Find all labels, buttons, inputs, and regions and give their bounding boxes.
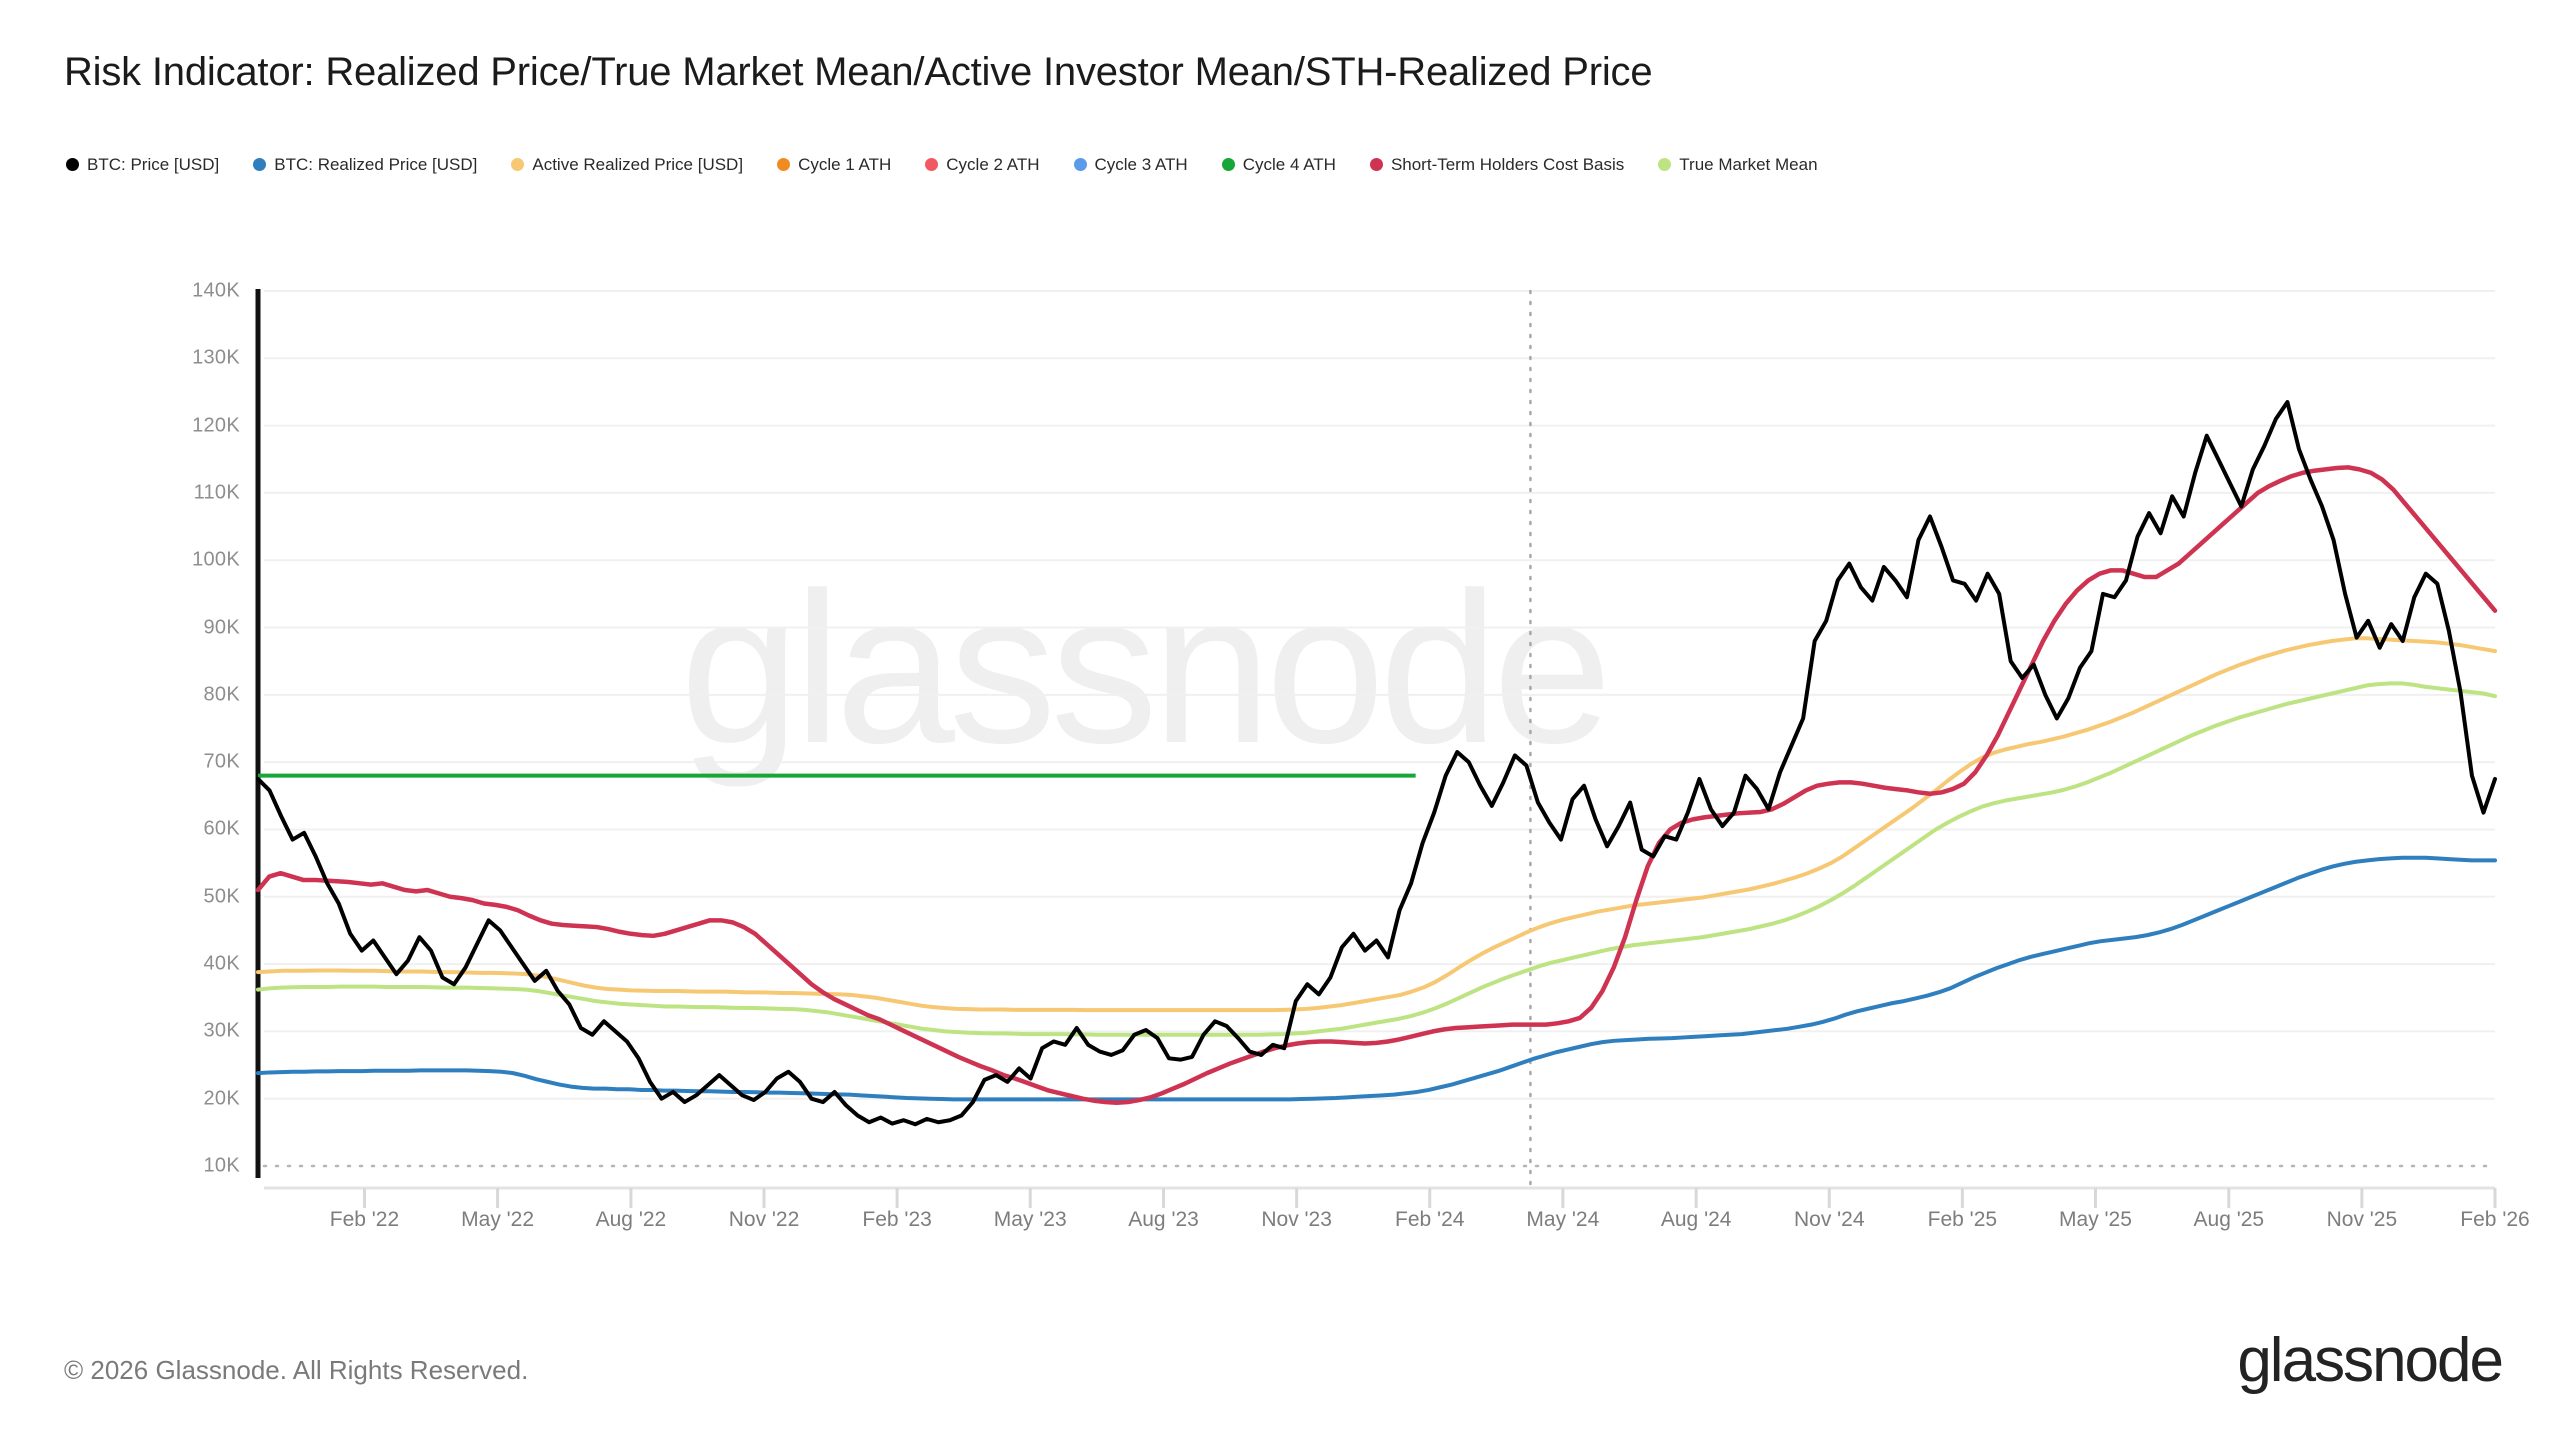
legend-item[interactable]: BTC: Realized Price [USD]: [253, 156, 477, 173]
legend-item-label: BTC: Realized Price [USD]: [274, 155, 478, 174]
y-axis-tick-label: 110K: [193, 481, 240, 504]
legend-item-label: Active Realized Price [USD]: [532, 155, 744, 174]
glassnode-logo: glassnode: [2237, 1326, 2504, 1395]
legend-swatch-icon: [66, 158, 79, 171]
x-axis-tick-label: Feb '22: [329, 1208, 400, 1231]
x-axis-tick-label: Nov '23: [1261, 1208, 1332, 1231]
y-axis-tick-label: 50K: [203, 885, 240, 908]
legend-item[interactable]: Cycle 1 ATH: [777, 156, 891, 173]
legend-item[interactable]: True Market Mean: [1658, 155, 1818, 174]
legend-swatch-icon: [925, 158, 939, 171]
y-axis-tick-label: 80K: [203, 683, 240, 706]
legend-item-label: Cycle 2 ATH: [946, 155, 1040, 174]
x-axis-tick-label: Aug '22: [595, 1208, 667, 1231]
legend-item-label: BTC: Price [USD]: [87, 155, 220, 174]
y-axis-tick-label: 90K: [203, 616, 240, 639]
y-axis-tick-label: 100K: [192, 548, 240, 571]
legend-item[interactable]: Cycle 4 ATH: [1221, 155, 1336, 174]
y-axis-tick-label: 40K: [203, 952, 240, 975]
legend-item-label: Cycle 4 ATH: [1242, 155, 1336, 174]
x-axis-tick-label: Feb '26: [2460, 1208, 2530, 1231]
legend-item[interactable]: Short-Term Holders Cost Basis: [1369, 155, 1625, 174]
legend-swatch-icon: [777, 158, 791, 171]
glassnode-watermark: glassnode: [680, 547, 1612, 788]
x-axis-tick-label: Aug '24: [1660, 1208, 1732, 1231]
y-axis-tick-label: 10K: [203, 1154, 240, 1177]
x-axis-tick-label: Feb '25: [1927, 1208, 1998, 1231]
y-axis-tick-label: 70K: [203, 750, 240, 773]
legend-item-label: Cycle 1 ATH: [798, 155, 892, 174]
legend-swatch-icon: [1369, 158, 1383, 171]
x-axis-tick-label: May '24: [1526, 1208, 1600, 1231]
x-axis-tick-label: Nov '22: [728, 1208, 800, 1231]
x-axis-tick-label: Feb '24: [1395, 1208, 1465, 1231]
footer-copyright: © 2026 Glassnode. All Rights Reserved.: [64, 1355, 529, 1385]
legend-item[interactable]: Cycle 2 ATH: [925, 155, 1040, 174]
y-axis-tick-label: 20K: [203, 1087, 240, 1110]
chart-legend: BTC: Price [USD] BTC: Realized Price [USD…: [66, 156, 1852, 173]
x-axis-tick-label: Aug '23: [1128, 1208, 1199, 1231]
page-title: Risk Indicator: Realized Price/True Mark…: [64, 50, 1653, 94]
legend-swatch-icon: [1658, 158, 1672, 171]
legend-item-label: Short-Term Holders Cost Basis: [1390, 155, 1625, 174]
x-axis-tick-label: May '25: [2059, 1208, 2132, 1231]
y-axis-tick-label: 120K: [192, 414, 240, 437]
legend-swatch-icon: [1221, 158, 1235, 171]
series-line-btc-realized-price-usd-: [256, 855, 2497, 1102]
legend-item-label: Cycle 3 ATH: [1094, 155, 1188, 174]
legend-item[interactable]: Active Realized Price [USD]: [511, 156, 743, 173]
x-axis-tick-label: May '23: [993, 1208, 1067, 1231]
x-axis-tick-label: Nov '24: [1793, 1208, 1865, 1231]
legend-swatch-icon: [511, 158, 525, 171]
x-axis-tick-label: May '22: [461, 1208, 535, 1231]
x-axis-tick-label: Aug '25: [2193, 1208, 2265, 1231]
x-axis-tick-label: Feb '23: [862, 1208, 932, 1231]
x-axis-tick-label: Nov '25: [2326, 1208, 2398, 1231]
legend-swatch-icon: [1073, 158, 1087, 171]
y-axis-tick-label: 130K: [192, 346, 240, 369]
legend-swatch-icon: [253, 158, 267, 171]
y-axis-tick-label: 60K: [203, 817, 240, 840]
y-axis-tick-label: 140K: [192, 279, 240, 302]
legend-item-label: True Market Mean: [1679, 155, 1818, 174]
y-axis-tick-label: 30K: [203, 1019, 240, 1042]
legend-item[interactable]: Cycle 3 ATH: [1073, 155, 1188, 174]
legend-item[interactable]: BTC: Price [USD]: [66, 156, 219, 173]
